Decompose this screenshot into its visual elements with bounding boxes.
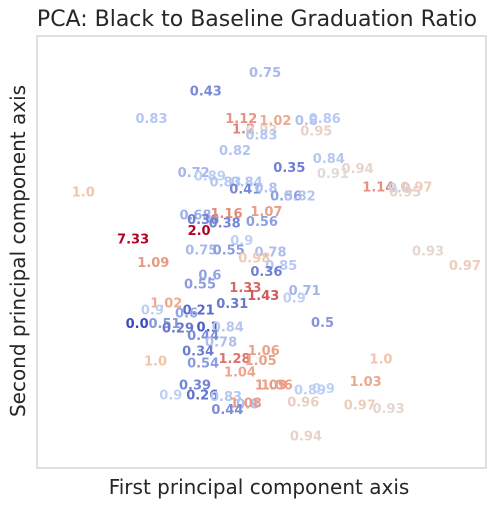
data-point-label: 0.26 (186, 388, 218, 403)
data-point-label: 0.55 (213, 244, 245, 259)
chart-title: PCA: Black to Baseline Graduation Ratio (37, 7, 477, 32)
data-point-label: 0.91 (317, 167, 349, 182)
data-point-label: 1.33 (229, 281, 261, 296)
data-point-label: 1.0 (72, 185, 95, 200)
data-point-label: 1.09 (137, 256, 169, 271)
data-point-label: 0.82 (219, 144, 251, 159)
data-point-label: 1.14 (362, 181, 394, 196)
data-point-label: 0.98 (238, 251, 270, 266)
data-point-label: 0.54 (187, 356, 219, 371)
data-point-label: 2.0 (188, 224, 211, 239)
data-point-label: 0.97 (449, 259, 481, 274)
data-point-label: 1.06 (261, 378, 293, 393)
data-point-label: 1.05 (245, 354, 277, 369)
data-points: 0.750.430.83 1.12 1.02 0.80.861.20.93 0.950.… (72, 66, 481, 444)
data-point-label: 0.8 (295, 114, 318, 129)
data-point-label: 0.93 (245, 124, 277, 139)
data-point-label: 0.35 (273, 161, 305, 176)
data-point-label: 0.9 (159, 388, 182, 403)
data-point-label: 0.55 (184, 277, 216, 292)
data-point-label: 1.07 (250, 205, 282, 220)
data-point-label: 0.36 (250, 265, 282, 280)
data-point-label: 0.83 (210, 390, 242, 405)
data-point-label: 0.38 (209, 216, 241, 231)
data-point-label: 0.6 (175, 307, 198, 322)
data-point-label: 1.02 (259, 114, 291, 129)
data-point-label: 0.84 (313, 152, 345, 167)
data-point-label: 0.44 (211, 403, 243, 418)
plot-area (36, 35, 487, 469)
data-point-label: 0.0 (126, 317, 149, 332)
data-point-label: 0.83 (245, 129, 277, 144)
data-point-label: 0.9 (141, 304, 164, 319)
data-point-label: 1.09 (255, 378, 287, 393)
data-point-label: 1.04 (224, 365, 256, 380)
data-point-label: 0.71 (289, 284, 321, 299)
data-point-label: 1.0 (369, 353, 392, 368)
data-point-label: 0.82 (284, 190, 316, 205)
data-point-label: 0.56 (270, 190, 302, 205)
data-point-label: 0.93 (373, 402, 405, 417)
data-point-label: 1.03 (350, 375, 382, 390)
data-point-label: 0.94 (290, 429, 322, 444)
data-point-label: 0.84 (212, 321, 244, 336)
y-axis-label: Second principal component axis (6, 85, 30, 417)
data-point-label: 1.16 (210, 207, 242, 222)
data-point-label: 0.95 (300, 124, 332, 139)
data-point-label: 0.21 (183, 304, 215, 319)
data-point-label: 0.43 (190, 85, 222, 100)
data-point-label: 1.43 (247, 289, 279, 304)
data-point-label: 0.86 (309, 112, 341, 127)
data-point-label: 0.83 (135, 112, 167, 127)
data-point-label: 1.0 (144, 355, 167, 370)
data-point-label: 1.2 (232, 123, 255, 138)
data-point-label: 0.89 (194, 169, 226, 184)
data-point-label: 0.8 (236, 397, 259, 412)
data-point-label: 0.83 (210, 175, 242, 190)
data-point-label: 0.9 (283, 292, 306, 307)
data-point-label: 0.44 (187, 329, 219, 344)
data-point-label: 0.85 (265, 259, 297, 274)
data-point-label: 0.97 (344, 399, 376, 414)
data-point-label: 0.97 (400, 181, 432, 196)
data-point-label: 0.36 (187, 213, 219, 228)
data-point-label: 0.9 (312, 382, 335, 397)
data-point-label: 0.84 (231, 175, 263, 190)
data-point-label: 0.75 (249, 66, 281, 81)
data-point-label: 0.89 (294, 384, 326, 399)
data-point-label: 0.56 (246, 215, 278, 230)
data-point-label: 0.78 (254, 245, 286, 260)
data-point-label: 0.9 (230, 234, 253, 249)
data-point-label: 0.1 (197, 321, 220, 336)
data-point-label: 0.72 (178, 166, 210, 181)
data-point-label: 0.94 (342, 162, 374, 177)
data-point-label: 0.95 (389, 186, 421, 201)
data-point-label: 1.08 (230, 397, 262, 412)
data-point-label: 0.75 (185, 244, 217, 259)
data-point-label: 0.51 (148, 317, 180, 332)
data-point-label: 0.5 (311, 316, 334, 331)
data-point-label: 0.34 (182, 344, 214, 359)
data-point-label: 1.12 (225, 112, 257, 127)
data-point-label: 1.02 (150, 296, 182, 311)
data-point-label: 1.06 (248, 344, 280, 359)
data-point-label: 0.78 (205, 336, 237, 351)
data-point-label: 0.41 (229, 183, 261, 198)
data-point-label: 0.29 (162, 321, 194, 336)
data-point-label: 1.28 (219, 352, 251, 367)
x-axis-label: First principal component axis (109, 475, 410, 499)
data-point-label: 0.68 (179, 209, 211, 224)
data-point-label: 0.8 (254, 181, 277, 196)
data-point-label: 7.33 (117, 232, 149, 247)
data-point-label: 0.6 (198, 269, 221, 284)
data-point-label: 0.93 (412, 245, 444, 260)
data-point-label: 0.39 (179, 378, 211, 393)
data-point-label: 0.9 (388, 181, 411, 196)
data-point-label: 0.31 (216, 297, 248, 312)
data-point-label: 0.96 (287, 396, 319, 411)
